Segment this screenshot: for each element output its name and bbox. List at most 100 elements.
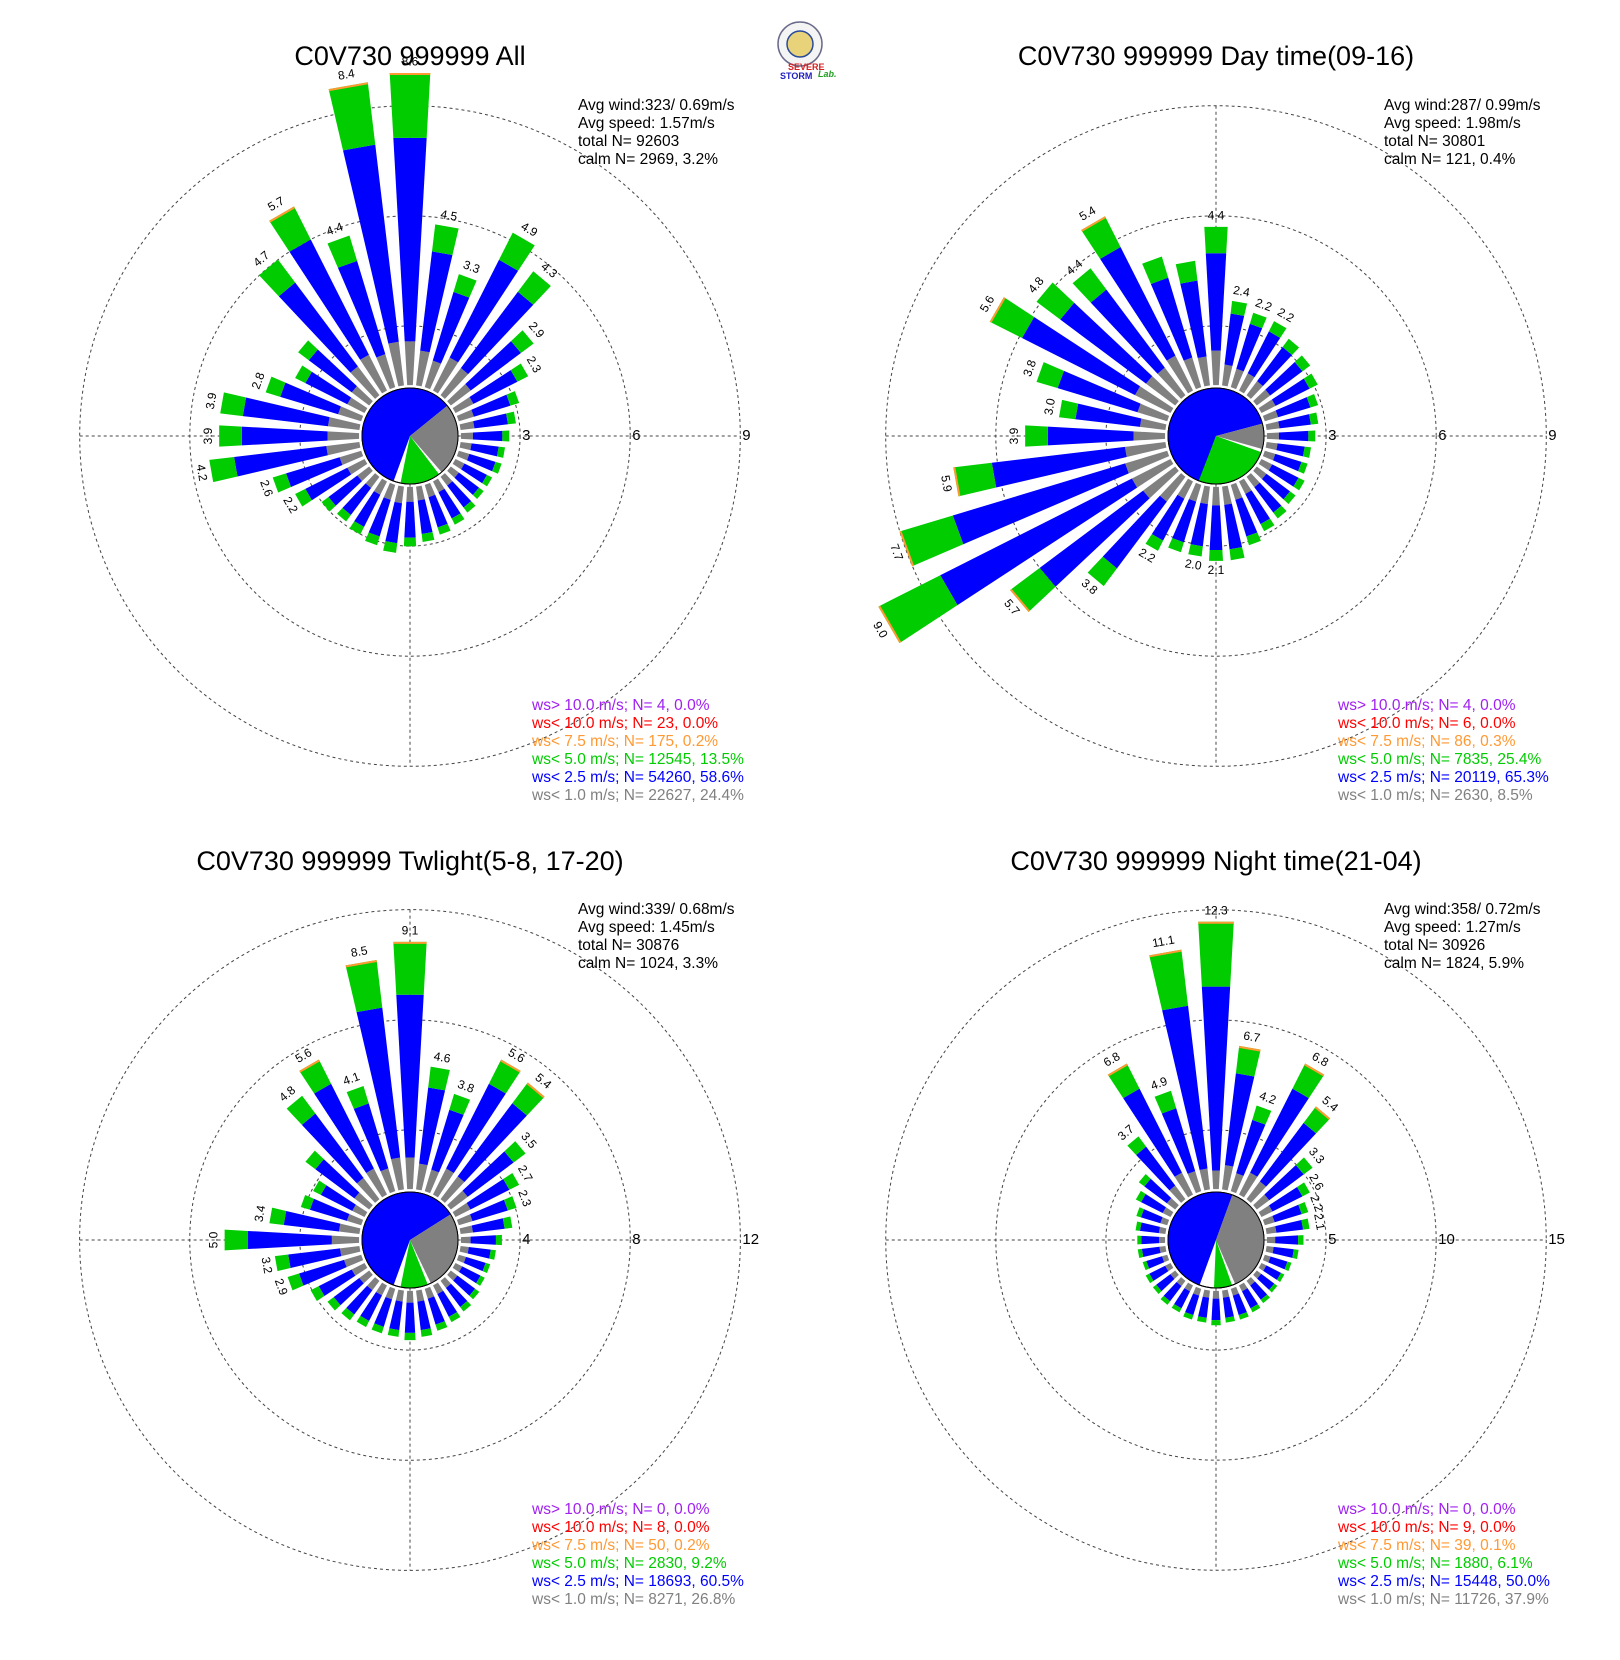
bar-segment-gray [380, 1168, 396, 1194]
bar-segment-blue [1278, 414, 1311, 429]
bar-segment-blue [462, 1151, 514, 1197]
calm-pie-green [400, 436, 440, 484]
stats-line: calm N= 1024, 3.3% [578, 955, 718, 972]
bar-segment-gray [406, 1290, 414, 1303]
bar-segment-blue [1201, 986, 1231, 1171]
bar-segment-green [448, 1312, 461, 1323]
bar-segment-blue [1224, 503, 1243, 550]
bar-segment-blue [247, 1230, 332, 1250]
bar-segment-gray [447, 466, 459, 478]
bar-segment-green [435, 1321, 448, 1331]
bar-segment-green [421, 532, 435, 542]
bar-segment-green [1204, 226, 1228, 254]
legend-entry: ws< 10.0 m/s; N= 6, 0.0% [1337, 715, 1516, 732]
bar-value-label: 9.1 [402, 924, 419, 938]
bar-segment-green [1273, 505, 1287, 519]
bar-segment-gray [440, 1277, 452, 1289]
wind-rose-panel-2: C0V730 999999 Day time(09-16)3 6 94.42.42.… [870, 41, 1556, 804]
bar-segment-blue [308, 349, 357, 393]
bar-segment-blue [280, 382, 341, 415]
bar-segment-gray [1187, 1171, 1202, 1194]
bar-segment-gray [424, 1286, 435, 1299]
bar-segment-blue [1057, 370, 1141, 413]
bar-segment-green [321, 497, 336, 512]
bar-segment-green [298, 340, 318, 361]
bar-segment-gray [459, 421, 475, 430]
bar-segment-green [428, 1066, 450, 1091]
bar-segment-green [1292, 1249, 1299, 1260]
bar-value-label: 5.4 [532, 1070, 554, 1092]
bar-segment-green [1298, 1202, 1309, 1215]
bar-segment-gray [357, 466, 373, 482]
bar-segment-gray [1125, 450, 1170, 474]
bar-segment-green [453, 274, 477, 298]
bar-segment-gray [346, 1214, 364, 1226]
bar-segment-blue [299, 1259, 347, 1286]
bar-segment-green [1301, 1218, 1310, 1230]
bar-value-label: 4.5 [439, 207, 458, 224]
bar-segment-blue [1275, 1235, 1299, 1245]
bar-segment-gray [1159, 1246, 1167, 1254]
bar-value-label: 6.8 [1310, 1049, 1332, 1070]
bar-segment-blue [337, 260, 386, 358]
bar-segment-gray [460, 432, 473, 440]
bar-value-label: 4.1 [341, 1069, 362, 1088]
bar-segment-green [503, 1173, 520, 1190]
bar-segment-gray [1258, 1262, 1267, 1271]
bar-segment-blue [1185, 1293, 1200, 1316]
bar-segment-green [1142, 256, 1169, 284]
bar-segment-green [503, 1196, 517, 1211]
bar-segment-blue [1172, 499, 1197, 543]
bar-segment-green [482, 474, 493, 487]
bar-segment-blue [1224, 1073, 1255, 1167]
bar-segment-gray [1253, 466, 1267, 480]
calm-pie-green [1213, 1240, 1233, 1288]
bar-segment-blue [360, 1291, 383, 1321]
bar-segment-blue [289, 239, 369, 360]
bar-segment-green [1309, 412, 1319, 425]
bar-segment-gray [359, 1270, 373, 1284]
bar-segment-green [274, 1254, 291, 1272]
bar-segment-gray [1222, 1289, 1230, 1298]
bar-segment-blue [1144, 1178, 1172, 1204]
bar-value-label: 5.7 [265, 193, 287, 214]
bar-segment-gray [351, 386, 373, 406]
bar-segment-green [437, 523, 451, 535]
bar-segment-gray [1230, 1173, 1244, 1194]
bar-segment-blue [1268, 464, 1299, 487]
bar-value-label: 5.6 [293, 1045, 315, 1066]
bar-segment-blue [1245, 490, 1271, 525]
bar-segment-blue [446, 1083, 506, 1174]
bar-segment-gray [432, 1282, 444, 1295]
bar-segment-green [313, 1180, 327, 1195]
bar-segment-gray [1238, 1172, 1258, 1198]
bar-segment-blue [427, 1296, 445, 1325]
bar-value-label: 11.1 [1151, 933, 1176, 951]
bar-segment-blue [353, 1103, 389, 1172]
bar-segment-blue [1123, 1088, 1182, 1177]
bar-segment-blue [467, 453, 496, 472]
bar-value-label: 3.3 [461, 257, 482, 276]
bar-segment-gray [404, 341, 416, 386]
legend-entry: ws< 2.5 m/s; N= 15448, 50.0% [1337, 1573, 1550, 1590]
bar-segment-blue [1278, 430, 1309, 442]
bar-segment-blue [1236, 323, 1263, 372]
calm-pie-gray [1216, 1194, 1264, 1284]
bar-segment-green [327, 235, 358, 268]
bar-segment-gray [1230, 482, 1243, 500]
bar-segment-blue [472, 430, 503, 442]
bar-segment-green [1183, 1312, 1194, 1320]
bar-segment-blue [467, 1247, 491, 1259]
bar-segment-green [1142, 1261, 1150, 1271]
bar-value-label: 3.9 [203, 391, 220, 410]
bar-segment-gray [460, 1236, 471, 1244]
bar-segment-green [1306, 393, 1319, 408]
bar-segment-green [1138, 1173, 1151, 1187]
bar-segment-gray [327, 417, 361, 430]
legend-entry: ws> 10.0 m/s; N= 0, 0.0% [1337, 1501, 1516, 1518]
bar-segment-gray [1266, 1236, 1276, 1244]
bar-segment-gray [452, 1262, 463, 1273]
bar-segment-blue [1254, 482, 1282, 513]
bar-segment-gray [1176, 1277, 1186, 1287]
bar-segment-orange [389, 72, 431, 75]
